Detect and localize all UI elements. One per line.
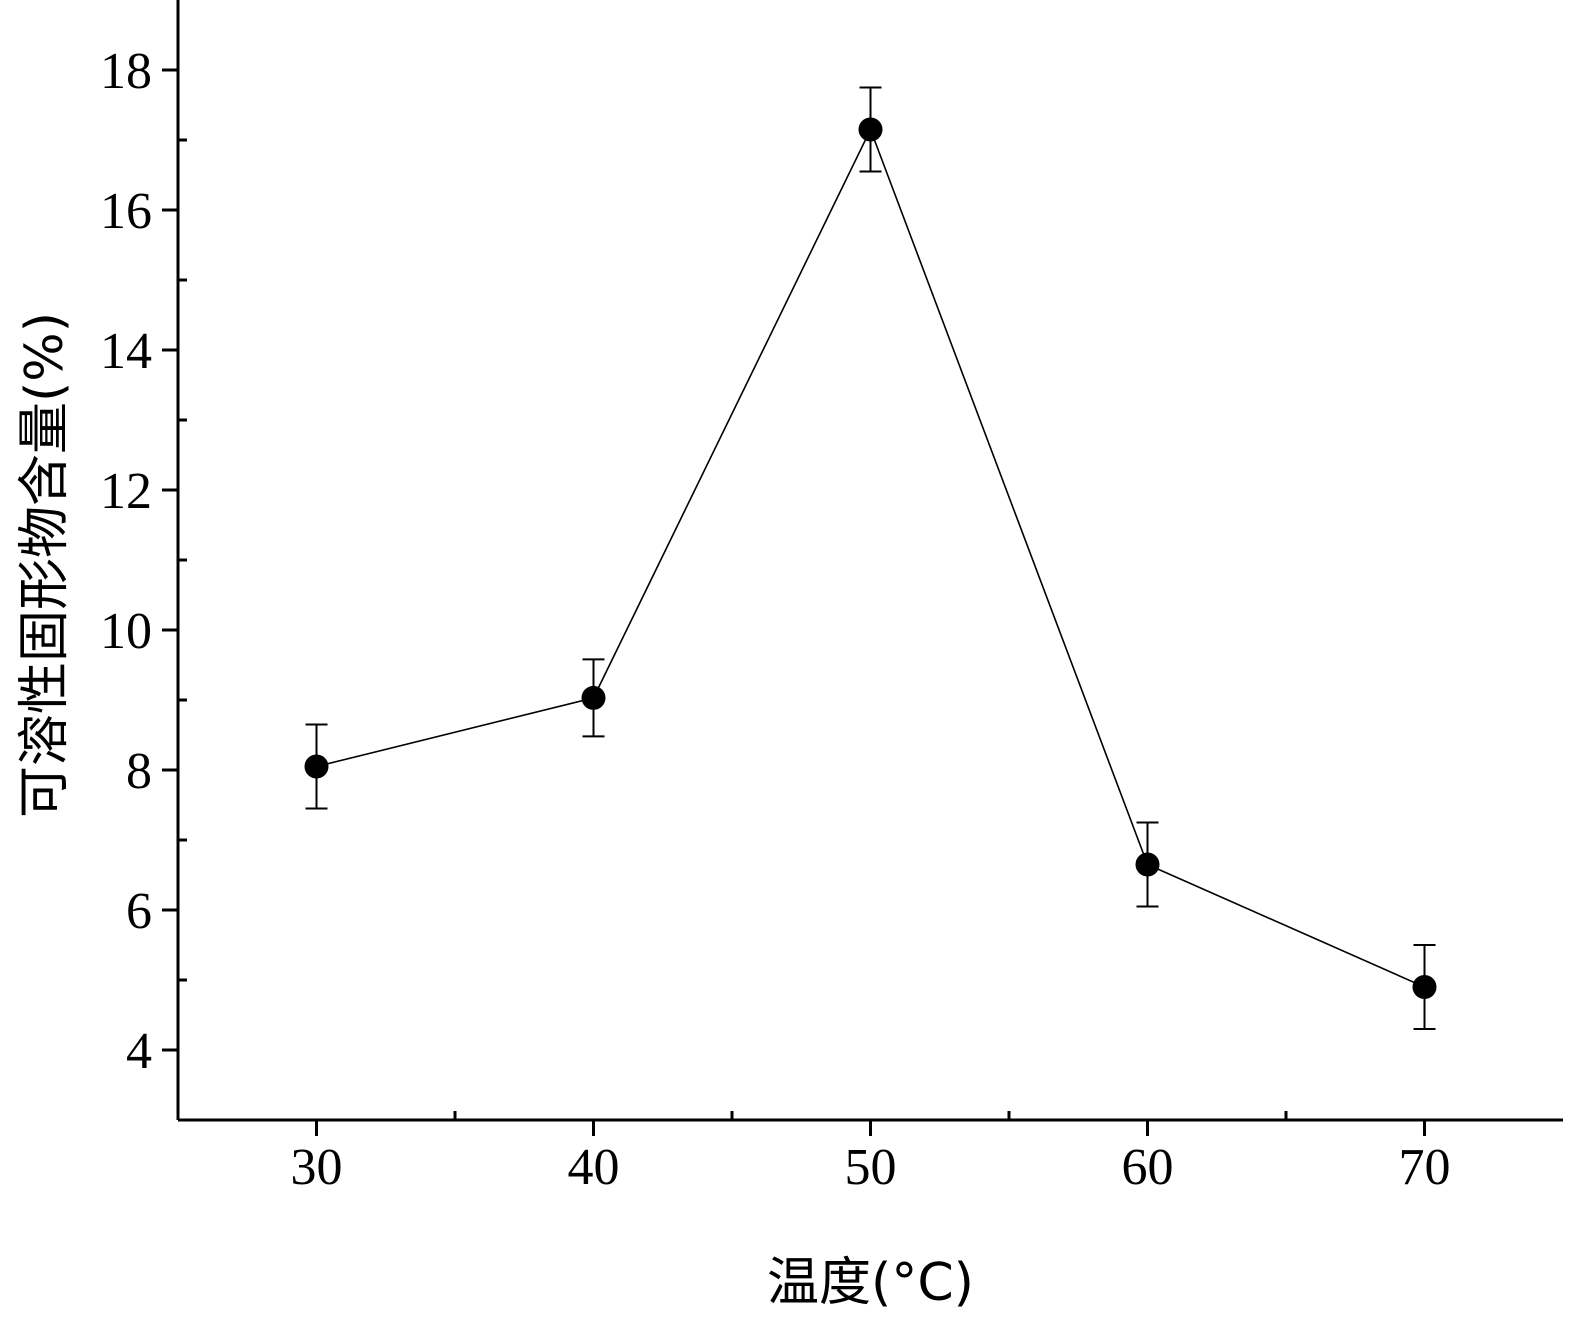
x-tick-label: 30 [291, 1139, 343, 1196]
y-tick-label: 14 [100, 323, 152, 380]
x-axis-title: 温度(°C) [767, 1253, 974, 1313]
y-axis-title: 可溶性固形物含量(%) [15, 312, 75, 818]
data-point [581, 685, 606, 710]
y-tick-label: 12 [100, 463, 152, 520]
x-tick-label: 50 [845, 1139, 897, 1196]
series [304, 86, 1437, 1030]
data-point [858, 117, 883, 142]
y-tick-label: 8 [126, 743, 152, 800]
x-tick-label: 70 [1399, 1139, 1451, 1196]
data-point [304, 754, 329, 779]
y-tick-label: 10 [100, 603, 152, 660]
y-tick-label: 16 [100, 183, 152, 240]
x-tick-label: 40 [568, 1139, 620, 1196]
data-point [1135, 852, 1160, 877]
y-tick-label: 18 [100, 43, 152, 100]
series-line [316, 127, 1425, 988]
x-tick-label: 60 [1122, 1139, 1174, 1196]
y-tick-label: 6 [126, 883, 152, 940]
data-point [1412, 975, 1437, 999]
y-tick-label: 4 [126, 1023, 152, 1080]
axes: 30 40 50 60 70 4 6 8 10 12 14 16 18 [100, 0, 1563, 1196]
